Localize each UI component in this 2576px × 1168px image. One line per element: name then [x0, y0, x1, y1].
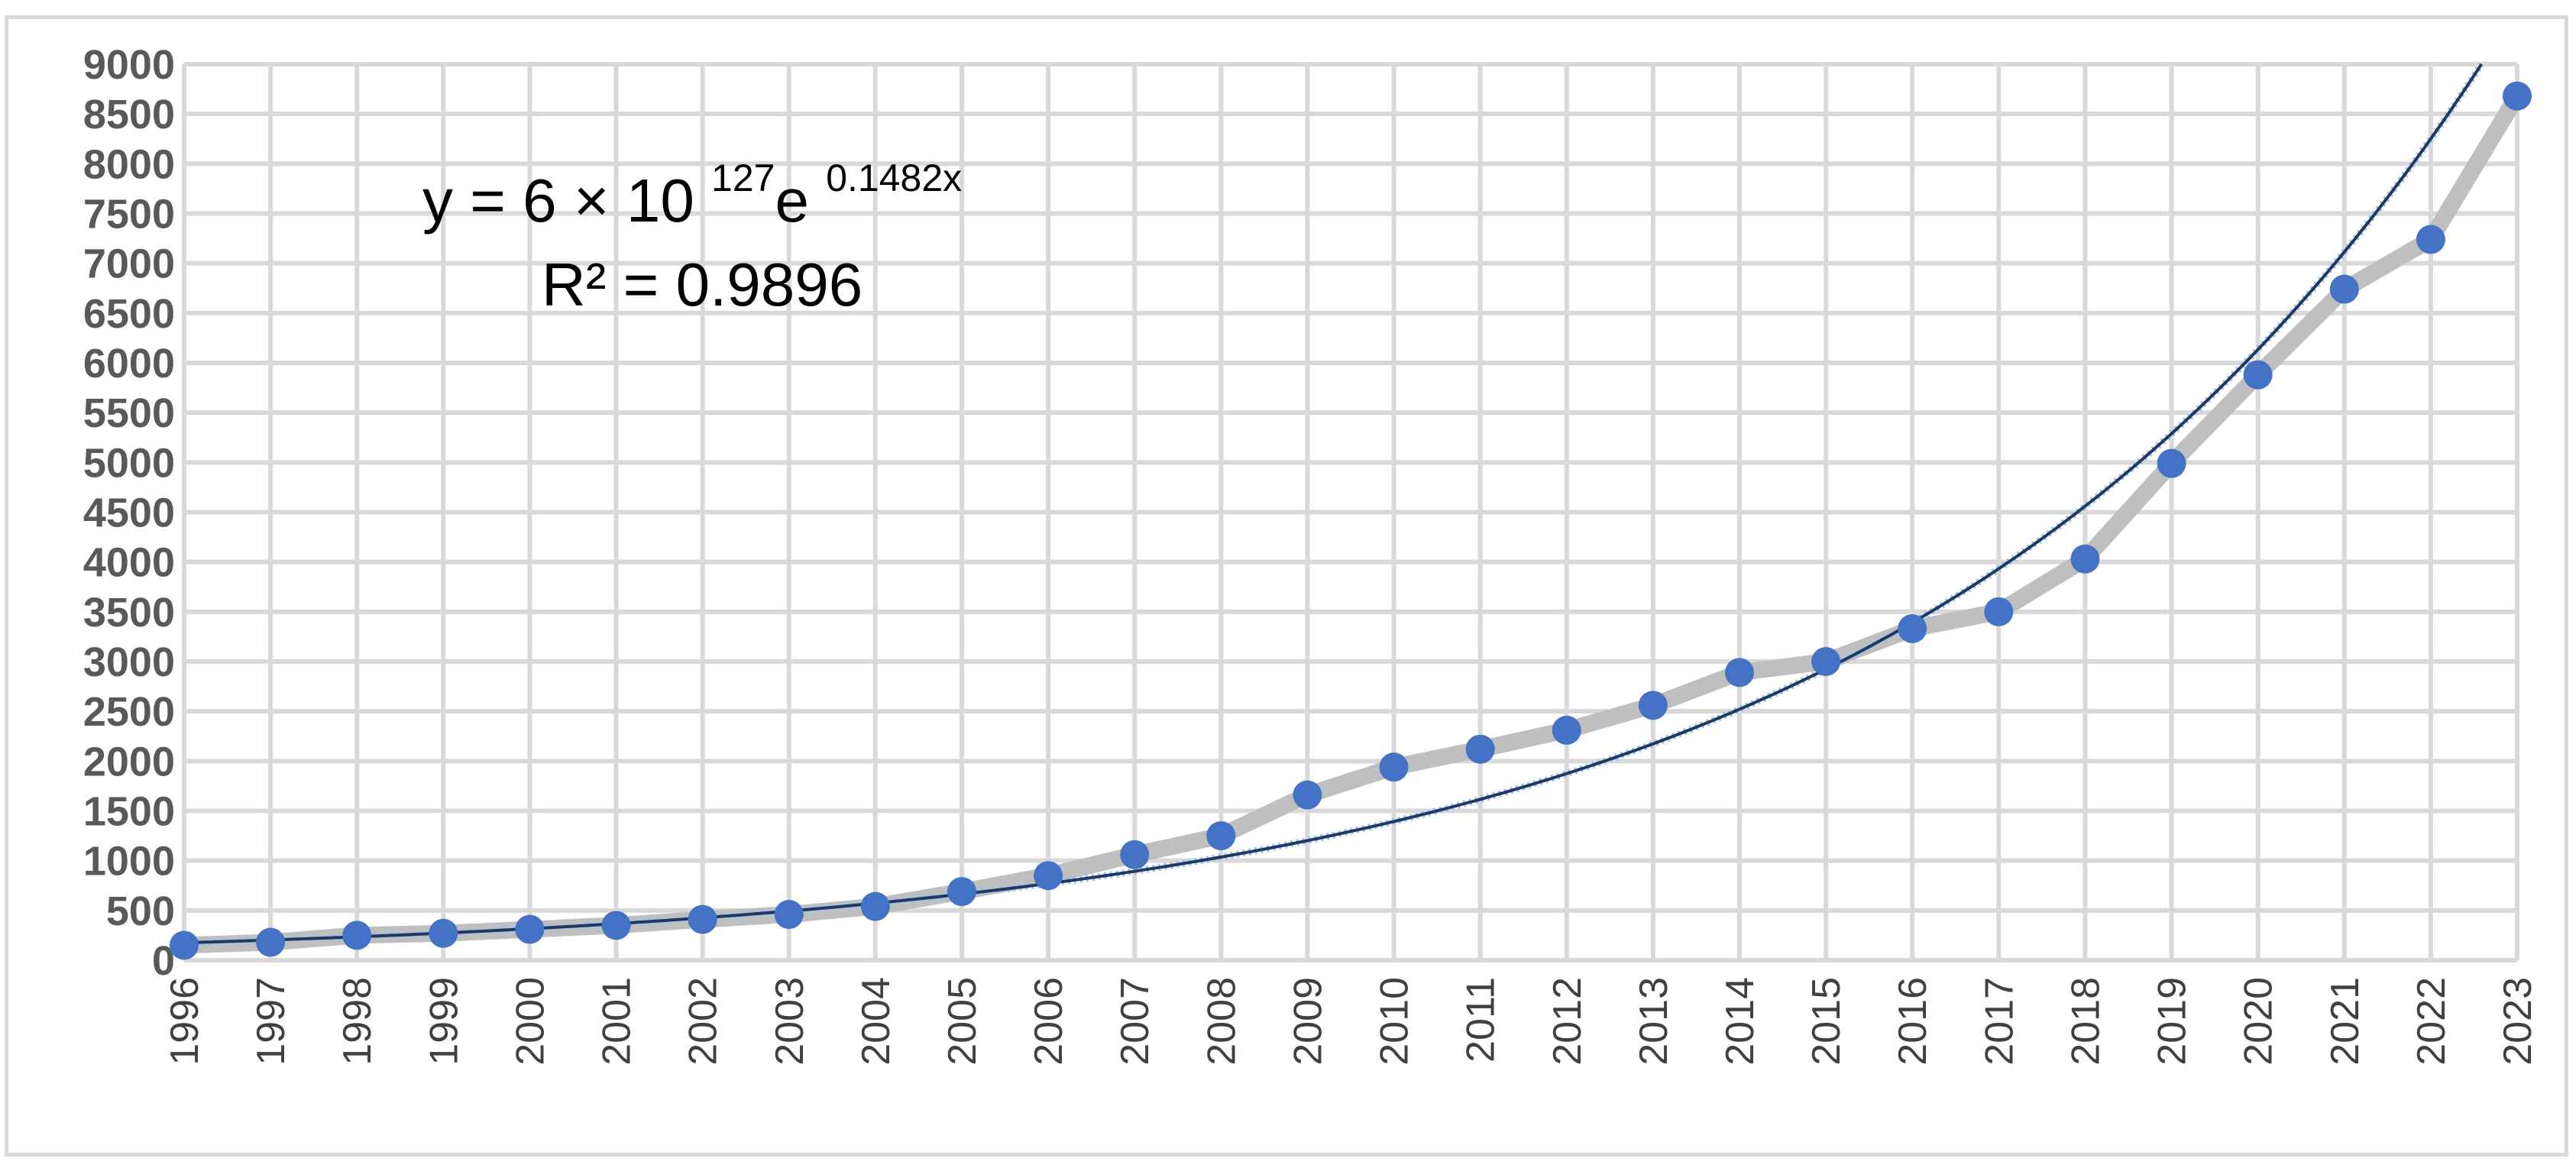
- data-point: [1293, 780, 1322, 810]
- x-tick-label: 2022: [2409, 977, 2454, 1066]
- trendline-curve: [183, 63, 2483, 945]
- y-tick-label: 8500: [83, 92, 175, 138]
- y-tick-label: 6500: [83, 291, 175, 337]
- data-point: [2416, 225, 2445, 254]
- x-tick-label: 2016: [1891, 977, 1935, 1066]
- trendline: [183, 62, 2485, 946]
- data-point: [1206, 821, 1236, 851]
- data-point: [256, 927, 286, 957]
- y-tick-label: 4000: [83, 540, 175, 586]
- x-tick-label: 2004: [854, 977, 898, 1066]
- y-tick-label: 1000: [83, 839, 175, 885]
- x-tick-label: 2014: [1718, 977, 1762, 1066]
- x-tick-label: 2010: [1373, 977, 1417, 1066]
- x-tick-label: 2007: [1113, 977, 1157, 1066]
- x-tick-label: 2000: [508, 977, 552, 1066]
- y-tick-label: 9000: [83, 42, 175, 88]
- data-point: [1638, 691, 1668, 720]
- data-point: [2503, 81, 2532, 111]
- y-tick-label: 3500: [83, 590, 175, 636]
- y-tick-label: 2500: [83, 689, 175, 735]
- r-squared-label: R² = 0.9896: [542, 251, 862, 319]
- x-tick-label: 2009: [1286, 977, 1330, 1066]
- y-tick-label: 7000: [83, 241, 175, 287]
- y-tick-label: 3000: [83, 639, 175, 685]
- y-tick-label: 8000: [83, 141, 175, 187]
- x-tick-label: 2023: [2496, 977, 2540, 1066]
- data-point: [601, 911, 631, 940]
- x-tick-label: 2012: [1545, 977, 1590, 1066]
- y-tick-label: 5000: [83, 440, 175, 486]
- x-tick-label: 2005: [940, 977, 985, 1066]
- data-point: [688, 904, 717, 934]
- data-point: [1120, 840, 1150, 869]
- data-point: [2070, 544, 2100, 574]
- data-point: [1725, 658, 1754, 688]
- chart-area: [5, 15, 2568, 1157]
- y-tick-label: 4500: [83, 490, 175, 536]
- data-point: [170, 930, 199, 960]
- x-tick-label: 2013: [1632, 977, 1676, 1066]
- x-tick-label: 1996: [163, 977, 207, 1066]
- trendline-equation: y = 6 × 10 127e 0.1482x: [422, 157, 962, 235]
- data-point: [429, 918, 458, 948]
- y-tick-label: 500: [106, 888, 175, 934]
- x-tick-label: 2017: [1977, 977, 2021, 1066]
- data-point: [2157, 448, 2186, 478]
- x-tick-label: 2019: [2150, 977, 2195, 1066]
- data-point: [860, 891, 890, 921]
- x-tick-label: 1999: [422, 977, 466, 1066]
- data-point: [1811, 647, 1841, 676]
- y-tick-label: 1500: [83, 789, 175, 835]
- data-point: [947, 877, 976, 907]
- data-point: [1379, 752, 1409, 782]
- y-axis-ticks: 0500100015002000250030003500400045005000…: [83, 42, 175, 984]
- data-point: [1984, 597, 2014, 626]
- x-tick-label: 2002: [681, 977, 726, 1066]
- x-tick-label: 2001: [595, 977, 639, 1066]
- data-point: [1898, 613, 1927, 643]
- x-tick-label: 2015: [1804, 977, 1849, 1066]
- x-tick-label: 2003: [768, 977, 812, 1066]
- x-tick-label: 2021: [2323, 977, 2367, 1066]
- x-tick-label: 1997: [249, 977, 293, 1066]
- data-point: [1552, 715, 1581, 745]
- x-tick-label: 2008: [1199, 977, 1244, 1066]
- x-tick-label: 2020: [2237, 977, 2281, 1066]
- y-tick-label: 7500: [83, 192, 175, 238]
- x-tick-label: 2018: [2063, 977, 2108, 1066]
- data-point: [1034, 861, 1063, 891]
- x-tick-label: 2006: [1027, 977, 1071, 1066]
- data-point: [2329, 274, 2359, 304]
- data-markers: [170, 81, 2532, 960]
- x-axis-ticks: 1996 1997 1998 1999 2000 2001 2002 2003 2004 2005…: [163, 977, 2540, 1066]
- data-point: [2243, 360, 2273, 390]
- data-point: [1465, 734, 1495, 764]
- y-tick-label: 5500: [83, 390, 175, 436]
- data-point: [342, 920, 372, 950]
- y-tick-label: 6000: [83, 341, 175, 387]
- y-tick-label: 2000: [83, 739, 175, 785]
- gridlines: [182, 62, 2519, 963]
- x-tick-label: 1998: [335, 977, 380, 1066]
- data-point: [515, 914, 545, 944]
- data-point: [774, 900, 804, 930]
- x-tick-label: 2011: [1459, 977, 1503, 1063]
